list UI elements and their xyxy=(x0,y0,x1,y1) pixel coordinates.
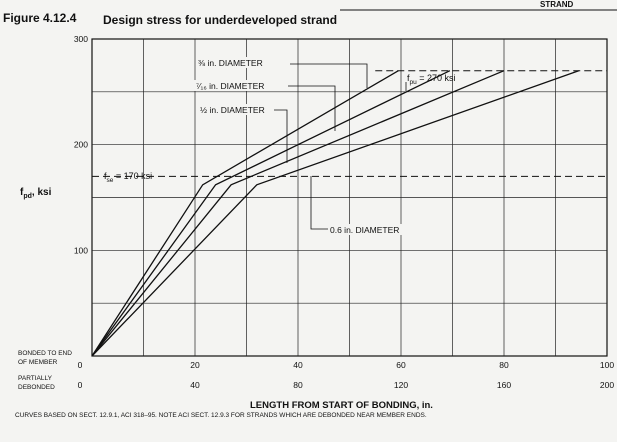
row2-label-line2: DEBONDED xyxy=(18,384,55,391)
leader-716 xyxy=(288,85,336,131)
label-06-diameter: 0.6 in. DIAMETER xyxy=(330,225,399,235)
x-tick-label-row2: 80 xyxy=(293,380,303,390)
label-bg-06 xyxy=(328,224,408,235)
row2-label-line1: PARTIALLY xyxy=(18,375,53,382)
series-line-3 xyxy=(91,70,579,357)
corner-label: STRAND xyxy=(540,0,574,9)
x-axis-title: LENGTH FROM START OF BONDING, in. xyxy=(250,400,433,411)
x-tick-label-row2: 0 xyxy=(78,380,83,390)
figure-number: Figure 4.12.4 xyxy=(3,11,77,25)
series-line-1 xyxy=(91,70,451,357)
label-12-diameter: ½ in. DIAMETER xyxy=(200,105,265,115)
leader-12 xyxy=(274,109,288,163)
x-tick-label-row1: 40 xyxy=(293,360,303,370)
y-tick-label: 300 xyxy=(74,34,88,44)
x-tick-label-row1: 60 xyxy=(396,360,406,370)
label-bg-38 xyxy=(196,57,290,68)
label-bg-12 xyxy=(198,104,274,115)
x-tick-label-row2: 160 xyxy=(497,380,511,390)
y-axis-title: fpd, ksi xyxy=(20,187,52,200)
y-tick-label: 200 xyxy=(74,140,88,150)
label-716-diameter: ⁷⁄₁₆ in. DIAMETER xyxy=(196,81,264,91)
fpu-label: fpu = 270 ksi xyxy=(407,73,456,86)
x-tick-label-row1: 100 xyxy=(600,360,614,370)
series-line-0 xyxy=(91,70,399,357)
x-tick-label-row2: 120 xyxy=(394,380,408,390)
axis-ticks: 300 200 100 0 20 40 60 80 100 0 40 80 120 160 200 xyxy=(74,34,615,390)
x-tick-label-row1: 0 xyxy=(78,360,83,370)
series-line-2 xyxy=(91,70,505,357)
label-bg-716 xyxy=(194,80,288,91)
x-tick-label-row2: 200 xyxy=(600,380,614,390)
reference-lines xyxy=(92,70,607,177)
y-tick-label: 100 xyxy=(74,245,88,255)
grid xyxy=(92,39,607,356)
label-38-diameter: ⅜ in. DIAMETER xyxy=(198,58,263,68)
figure-note: CURVES BASED ON SECT. 12.9.1, ACI 318–95… xyxy=(15,412,427,419)
leader-06 xyxy=(310,176,328,230)
x-tick-label-row1: 80 xyxy=(499,360,509,370)
leader-38 xyxy=(290,63,368,88)
fse-label: fse = 170 ksi xyxy=(104,171,152,184)
row1-label-line1: BONDED TO END xyxy=(18,350,72,357)
row1-label-line2: OF MEMBER xyxy=(18,359,58,366)
curves xyxy=(91,70,579,357)
x-tick-label-row2: 40 xyxy=(190,380,200,390)
x-tick-label-row1: 20 xyxy=(190,360,200,370)
figure-title: Design stress for underdeveloped strand xyxy=(103,13,337,27)
